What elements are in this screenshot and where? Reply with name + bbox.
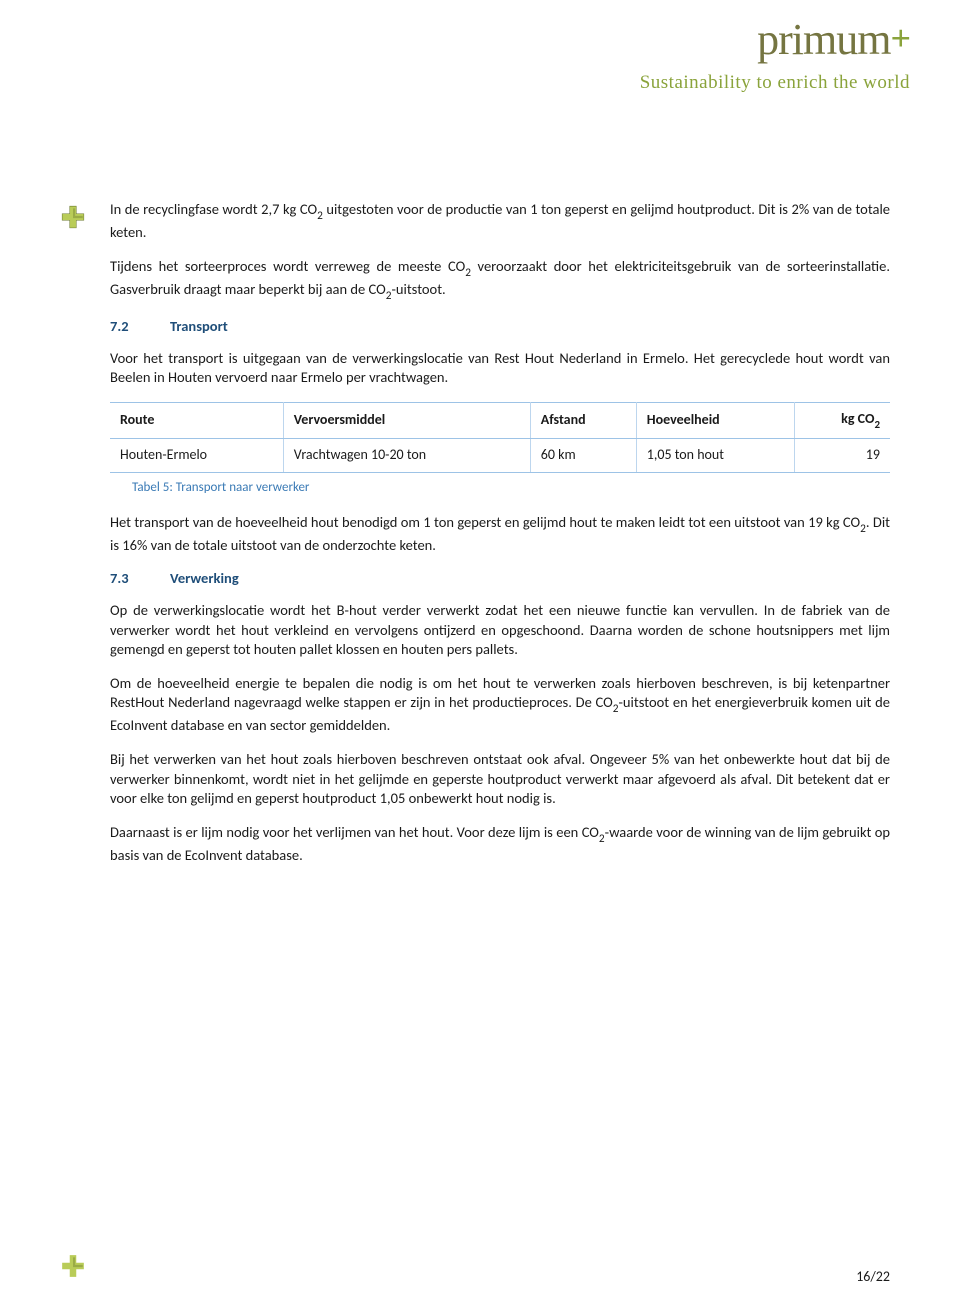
brand-tagline: Sustainability to enrich the world: [640, 72, 910, 94]
cell-kgco2: 19: [794, 439, 890, 473]
brand-plus-icon: +: [890, 18, 910, 58]
brand-logo: primum+: [640, 18, 910, 62]
heading-title: Transport: [170, 317, 228, 335]
co2-subscript: 2: [599, 832, 605, 846]
col-afstand: Afstand: [530, 402, 636, 439]
col-kgco2: kg CO2: [794, 402, 890, 439]
paragraph-verwerking-1: Op de verwerkingslocatie wordt het B-hou…: [110, 601, 890, 660]
page-number: 16/22: [856, 1268, 890, 1285]
brand-text: primum: [757, 15, 890, 64]
heading-title: Verwerking: [170, 569, 239, 587]
cell-route: Houten-Ermelo: [110, 439, 283, 473]
cell-vervoersmiddel: Vrachtwagen 10-20 ton: [283, 439, 530, 473]
paragraph-verwerking-4: Daarnaast is er lijm nodig voor het verl…: [110, 823, 890, 866]
table-caption: Tabel 5: Transport naar verwerker: [132, 479, 890, 497]
heading-number: 7.3: [110, 569, 170, 589]
margin-plus-icon: [60, 204, 86, 234]
heading-7-3: 7.3Verwerking: [110, 569, 890, 589]
paragraph-verwerking-2: Om de hoeveelheid energie te bepalen die…: [110, 674, 890, 736]
co2-subscript: 2: [386, 289, 392, 303]
margin-plus-icon-bottom: [60, 1253, 86, 1283]
col-hoeveelheid: Hoeveelheid: [636, 402, 794, 439]
page-content: In de recyclingfase wordt 2,7 kg CO2 uit…: [0, 0, 960, 939]
table-header-row: Route Vervoersmiddel Afstand Hoeveelheid…: [110, 402, 890, 439]
co2-subscript: 2: [317, 209, 323, 223]
cell-afstand: 60 km: [530, 439, 636, 473]
co2-subscript: 2: [874, 418, 880, 431]
co2-subscript: 2: [613, 702, 619, 716]
col-route: Route: [110, 402, 283, 439]
col-vervoersmiddel: Vervoersmiddel: [283, 402, 530, 439]
co2-subscript: 2: [860, 522, 866, 536]
cell-hoeveelheid: 1,05 ton hout: [636, 439, 794, 473]
paragraph-verwerking-3: Bij het verwerken van het hout zoals hie…: [110, 750, 890, 809]
transport-table: Route Vervoersmiddel Afstand Hoeveelheid…: [110, 402, 890, 473]
co2-subscript: 2: [465, 266, 471, 280]
table-row: Houten-Ermelo Vrachtwagen 10-20 ton 60 k…: [110, 439, 890, 473]
page-header: primum+ Sustainability to enrich the wor…: [640, 18, 910, 94]
paragraph-intro-2: Tijdens het sorteerproces wordt verreweg…: [110, 257, 890, 303]
heading-7-2: 7.2Transport: [110, 317, 890, 337]
heading-number: 7.2: [110, 317, 170, 337]
paragraph-transport-result: Het transport van de hoeveelheid hout be…: [110, 513, 890, 556]
paragraph-intro-1: In de recyclingfase wordt 2,7 kg CO2 uit…: [110, 200, 890, 243]
paragraph-transport: Voor het transport is uitgegaan van de v…: [110, 349, 890, 388]
